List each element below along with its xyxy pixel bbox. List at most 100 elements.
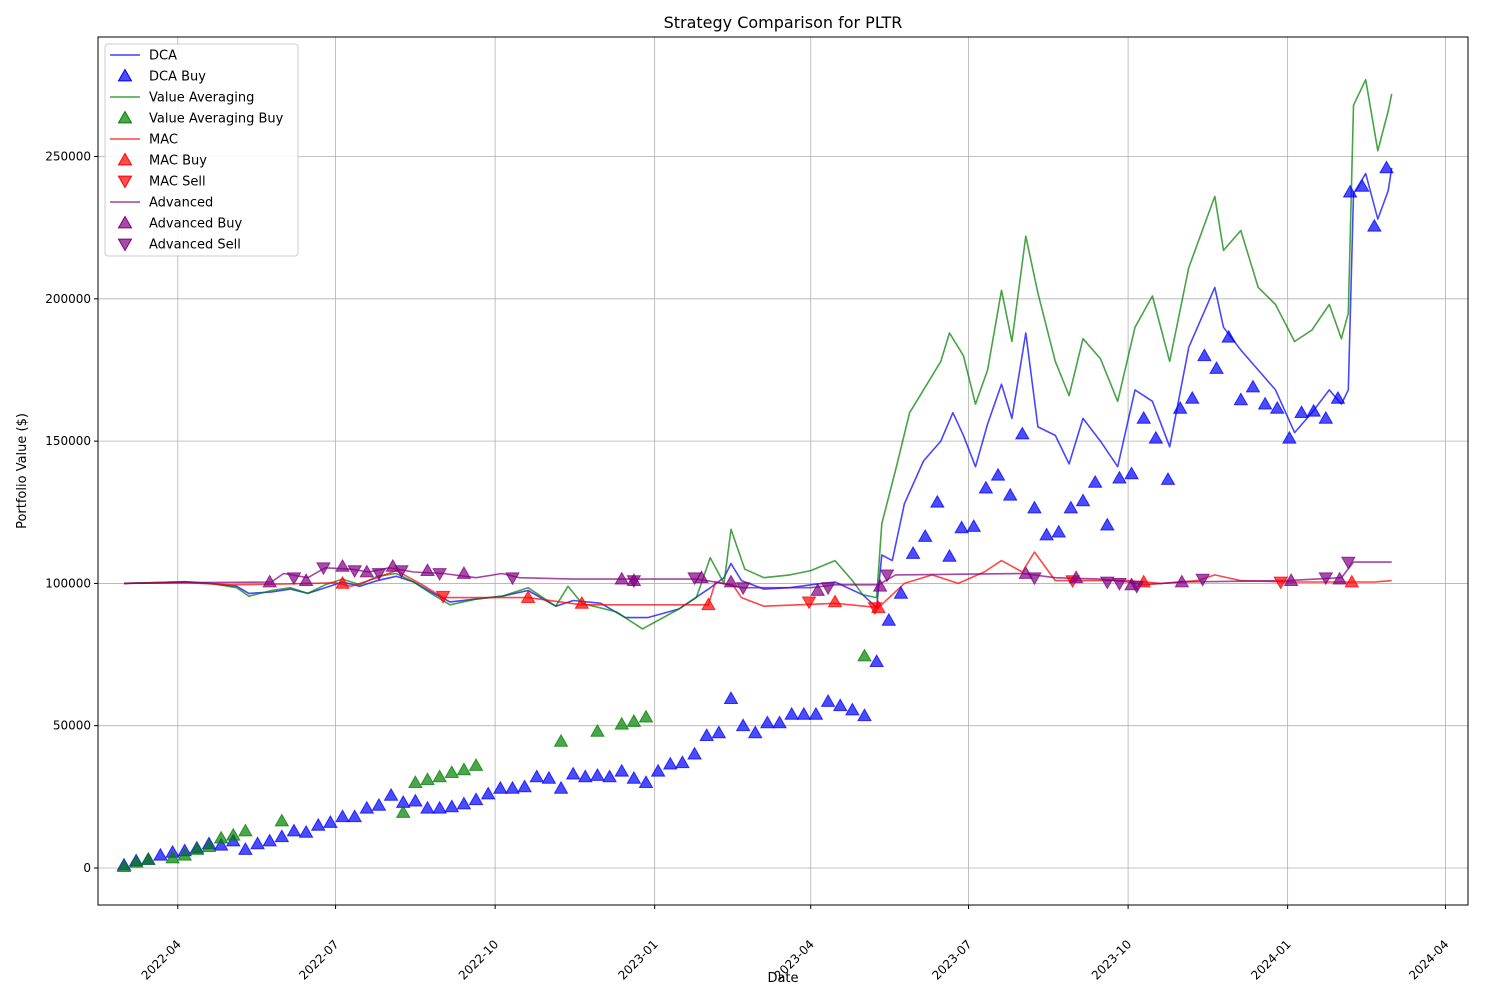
dca-buy-marker [480,786,496,800]
dca-buy-marker [456,796,472,810]
value-averaging-buy-marker [165,850,180,864]
advanced-sell-marker [1340,556,1356,570]
advanced-buy-marker [456,565,472,579]
advanced-buy-marker [1283,573,1299,586]
dca-buy-marker [238,841,253,855]
value-averaging-buy-marker [553,733,569,747]
value-averaging-buy-marker [274,813,290,827]
legend-label-advanced-sell: Advanced Sell [149,238,241,253]
advanced-sell-marker [505,572,520,586]
dca-buy-marker [1063,500,1079,514]
advanced-buy-marker [810,583,826,596]
dca-buy-marker [1136,410,1152,424]
legend-label-value-averaging-buy: Value Averaging Buy [149,112,284,127]
dca-buy-marker [1184,390,1200,404]
dca-buy-marker [626,770,642,784]
dca-buy-marker [845,702,860,716]
y-tick-label: 250000 [45,150,91,164]
dca-buy-marker [1269,400,1285,414]
dca-buy-marker [517,779,532,793]
dca-buy-marker [784,706,800,720]
dca-buy-marker [1124,466,1139,480]
advanced-buy-marker [298,573,314,586]
dca-buy-marker [735,718,751,732]
dca-buy-marker [262,833,278,847]
legend-label-mac: MAC [149,133,178,148]
advanced-sell-marker [1099,576,1115,590]
advanced-sell-marker [432,568,447,581]
dca-buy-marker [650,763,666,777]
value-averaging-buy-marker [614,716,630,730]
dca-buy-marker [893,585,909,599]
dca-buy-marker [820,694,836,707]
dca-buy-marker [1160,472,1176,485]
dca-buy-marker [662,756,678,770]
dca-buy-marker [917,528,933,542]
dca-buy-marker [602,769,617,783]
advanced-buy-marker [723,574,739,588]
chart-title: Strategy Comparison for PLTR [664,13,903,32]
dca-buy-marker [942,548,957,562]
dca-buy-marker [929,494,945,508]
x-axis-label: Date [767,971,798,986]
dca-buy-marker [1318,410,1334,424]
legend-swatch-advanced-buy [117,215,133,229]
legend-swatch-mac-sell [117,175,133,189]
dca-buy-marker [153,847,168,861]
dca-buy-marker [359,800,375,814]
dca-buy-marker [881,612,897,626]
dca-buy-marker [274,829,290,843]
dca-buy-marker [978,480,994,494]
mac-sell-marker [801,596,817,610]
y-tick-label: 100000 [45,576,91,590]
dca-buy-marker [1002,487,1018,501]
dca-buy-marker [432,800,447,814]
dca-buy-marker [1087,474,1103,488]
dca-buy-marker [1039,527,1054,541]
dca-buy-marker [1342,184,1358,198]
value-averaging-buy-marker [395,805,411,818]
dca-buy-marker [565,766,581,780]
legend-swatch-value-averaging-buy [117,110,133,124]
dca-buy-marker [541,770,557,784]
value-averaging-buy-marker [213,830,229,844]
advanced-buy-marker [359,564,375,578]
value-averaging-buy-marker [238,823,253,837]
value-averaging-buy-marker [590,723,605,737]
value-averaging-buy-marker [407,775,423,789]
mac-buy-marker [827,594,843,608]
dca-buy-marker [990,467,1006,481]
dca-buy-marker [529,769,545,783]
mac-buy-marker [574,595,590,609]
value-averaging-buy-marker [420,772,435,786]
dca-buy-marker [444,799,460,813]
dca-buy-marker [250,836,265,850]
dca-buy-marker [213,837,229,851]
dca-buy-marker [553,780,569,794]
dca-line [123,167,1393,619]
y-tick-label: 0 [83,861,91,875]
value-averaging-buy-marker [444,765,460,779]
advanced-buy-marker [614,571,630,585]
dca-buy-marker [614,763,630,777]
value-averaging-buy-marker [638,709,654,723]
dca-buy-marker [1027,500,1042,514]
dca-buy-marker [335,809,350,823]
dca-buy-marker [954,520,969,534]
dca-buy-marker [298,824,314,838]
value-averaging-buy-marker [857,648,872,662]
dca-buy-marker [420,800,435,814]
advanced-sell-marker [347,565,363,579]
dca-buy-marker [675,755,690,769]
trade-markers [116,160,1394,872]
advanced-sell-marker [1129,580,1145,594]
dca-buy-marker [638,775,654,789]
y-tick-label: 150000 [45,434,91,448]
dca-buy-marker [347,809,363,823]
dca-buy-marker [323,814,338,828]
advanced-sell-marker [286,572,302,586]
mac-sell-marker [867,602,883,616]
advanced-buy-marker [1174,574,1190,588]
dca-buy-marker [747,725,763,739]
